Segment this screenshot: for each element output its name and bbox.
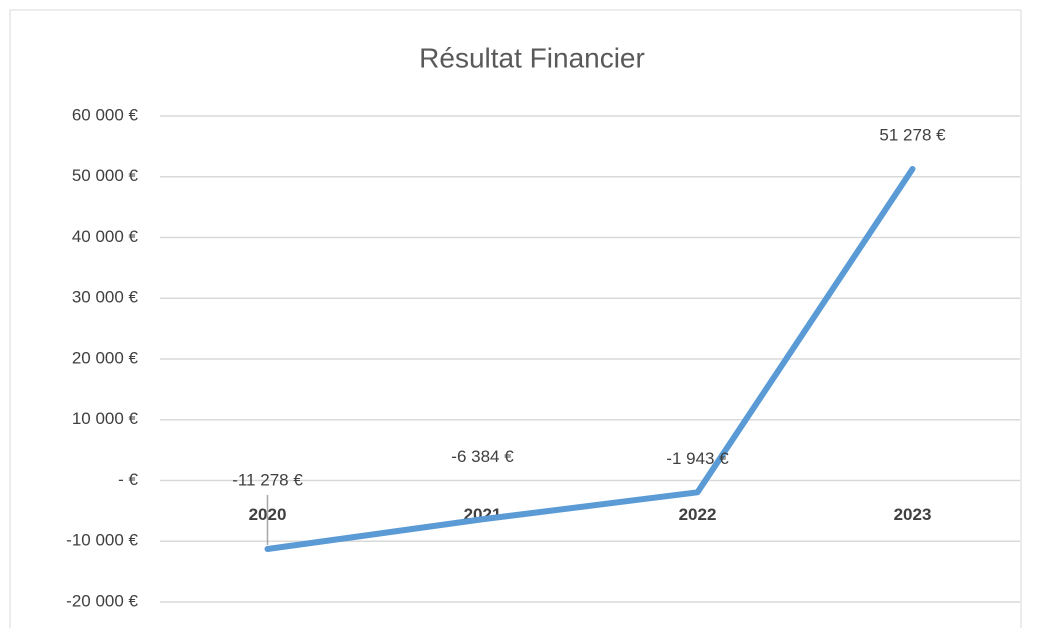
y-tick-label: 40 000 € [72,227,139,246]
y-tick-label: -10 000 € [66,531,138,550]
y-tick-label: - € [118,470,138,489]
x-tick-label: 2022 [679,505,717,524]
x-tick-label: 2023 [894,505,932,524]
y-tick-label: 30 000 € [72,288,139,307]
data-line [264,165,916,553]
y-tick-label: -20 000 € [66,591,138,610]
data-label: -11 278 € [232,470,303,489]
chart-border [9,9,1022,628]
y-tick-label: 20 000 € [72,348,139,367]
data-label: -1 943 € [666,449,729,468]
chart-title: Résultat Financier [419,42,645,73]
data-label: 51 278 € [879,125,946,144]
y-tick-label: 10 000 € [72,409,139,428]
y-tick-label: 50 000 € [72,166,139,185]
data-label: -6 384 € [451,447,514,466]
y-tick-label: 60 000 € [72,105,139,124]
